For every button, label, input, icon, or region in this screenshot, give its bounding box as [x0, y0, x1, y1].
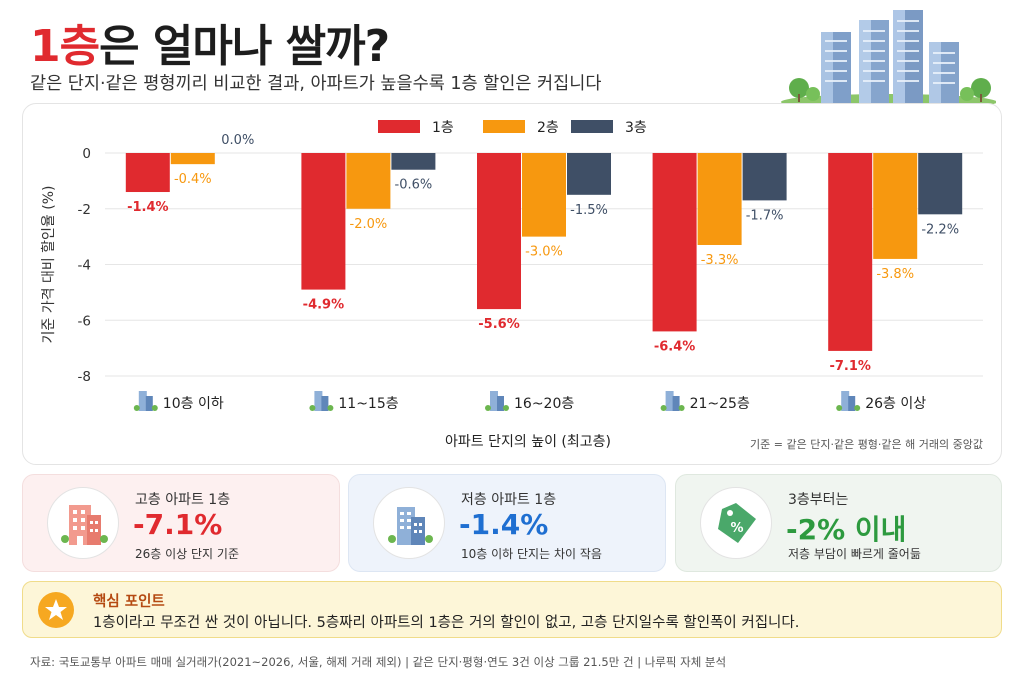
x-category-label: 10층 이하 — [163, 396, 224, 412]
x-category-label: 21~25층 — [690, 396, 750, 412]
y-tick-label: -8 — [78, 369, 91, 385]
data-label: -2.0% — [350, 217, 388, 232]
legend-swatch — [483, 120, 525, 133]
card-value: -7.1% — [133, 508, 223, 541]
bar — [873, 153, 918, 259]
key-point-box: 핵심 포인트 1층이라고 무조건 싼 것이 아닙니다. 5층짜리 아파트의 1층… — [22, 581, 1002, 638]
bar — [567, 153, 611, 195]
data-label: -0.4% — [174, 172, 212, 187]
key-point-title: 핵심 포인트 — [93, 594, 165, 610]
card-badge: % — [700, 487, 772, 559]
x-axis-label: 아파트 단지의 높이 (최고층) — [445, 434, 611, 450]
legend-swatch — [378, 120, 420, 133]
x-category-label: 26층 이상 — [865, 396, 926, 412]
bar — [391, 153, 436, 170]
y-tick-label: -6 — [78, 313, 91, 329]
bar — [522, 153, 566, 237]
card-high-rise: 고층 아파트 1층 -7.1% 26층 이상 단지 기준 — [22, 474, 340, 572]
city-buildings-illustration — [781, 10, 996, 106]
building-icon — [660, 391, 685, 411]
data-label: -1.4% — [127, 200, 168, 215]
y-tick-label: -4 — [78, 258, 91, 274]
card-subtitle: 10층 이하 단지는 차이 작음 — [461, 547, 602, 561]
source-note: 자료: 국토교통부 아파트 매매 실거래가(2021~2026, 서울, 해제 … — [30, 655, 727, 669]
building-icon — [133, 391, 158, 411]
data-label: -1.7% — [746, 208, 784, 223]
chart-note: 기준 = 같은 단지·같은 평형·같은 해 거래의 중앙값 — [750, 437, 983, 451]
building-icon — [836, 391, 861, 411]
legend-swatch — [571, 120, 613, 133]
bar — [652, 153, 697, 332]
bar — [170, 153, 215, 165]
title-highlight: 1층 — [30, 21, 100, 72]
bar — [301, 153, 346, 290]
card-subtitle: 26층 이상 단지 기준 — [135, 547, 239, 561]
card-subtitle: 저층 부담이 빠르게 줄어듦 — [788, 547, 921, 561]
bar — [697, 153, 742, 245]
data-label: -1.5% — [570, 203, 608, 218]
card-value: -1.4% — [459, 508, 549, 541]
y-axis-label: 기준 가격 대비 할인율 (%) — [41, 186, 57, 344]
card-low-rise: 저층 아파트 1층 -1.4% 10층 이하 단지는 차이 작음 — [348, 474, 666, 572]
bar — [742, 153, 787, 201]
card-badge — [47, 487, 119, 559]
data-label: -2.2% — [921, 222, 959, 237]
data-label: -5.6% — [478, 317, 519, 332]
x-category-label: 16~20층 — [514, 396, 574, 412]
y-tick-label: -2 — [78, 202, 91, 218]
title-rest: 은 얼마나 쌀까? — [99, 21, 390, 72]
page-subtitle: 같은 단지·같은 평형끼리 비교한 결과, 아파트가 높을수록 1층 할인은 커… — [30, 74, 602, 94]
price-tag-icon: % — [718, 503, 756, 543]
key-point-body: 1층이라고 무조건 싼 것이 아닙니다. 5층짜리 아파트의 1층은 거의 할인… — [93, 615, 800, 631]
data-label: -3.0% — [525, 245, 563, 260]
data-label: -3.8% — [876, 267, 914, 282]
page-title: 1층은 얼마나 쌀까? — [30, 10, 390, 74]
bar — [346, 153, 391, 209]
bar — [918, 153, 963, 215]
bar — [477, 153, 521, 310]
legend-label: 3층 — [625, 120, 647, 136]
card-third-floor: % 3층부터는 -2% 이내 저층 부담이 빠르게 줄어듦 — [675, 474, 1002, 572]
building-icon — [61, 505, 108, 545]
bar-chart: 0 -2 -4 -6 -8 기준 가격 대비 할인율 (%) 1층 2층 3층 -1.4% -0.4… — [41, 120, 983, 451]
data-label: -7.1% — [829, 359, 870, 374]
data-label: -6.4% — [654, 339, 695, 354]
card-title: 고층 아파트 1층 — [135, 492, 231, 508]
card-title: 3층부터는 — [788, 492, 849, 508]
building-icon — [485, 391, 509, 411]
building-icon — [388, 507, 433, 545]
bar — [125, 153, 170, 193]
card-value: -2% 이내 — [786, 513, 907, 546]
x-category-label: 11~15층 — [338, 396, 398, 412]
legend-label: 2층 — [537, 120, 559, 136]
building-icon — [309, 391, 334, 411]
svg-text:%: % — [730, 521, 743, 536]
data-label: 0.0% — [221, 133, 254, 148]
data-label: -3.3% — [701, 253, 739, 268]
card-title: 저층 아파트 1층 — [461, 492, 557, 508]
card-badge — [373, 487, 445, 559]
chart-panel: 0 -2 -4 -6 -8 기준 가격 대비 할인율 (%) 1층 2층 3층 -1.4% -0.4… — [22, 103, 1002, 465]
legend-label: 1층 — [432, 120, 454, 136]
y-tick-label: 0 — [82, 146, 91, 162]
bar — [828, 153, 873, 351]
data-label: -0.6% — [395, 178, 433, 193]
star-icon — [38, 592, 74, 628]
data-label: -4.9% — [303, 298, 344, 313]
